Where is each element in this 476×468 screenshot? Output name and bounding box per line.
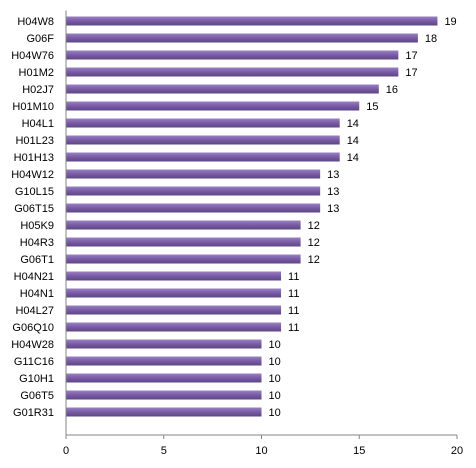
bar-H04N21: [66, 271, 282, 281]
bar-H04N1: [66, 288, 282, 298]
value-label-H05K9: 12: [308, 220, 320, 232]
category-label-H04N1: H04N1: [20, 288, 54, 300]
value-label-G06T5: 10: [269, 390, 281, 402]
category-label-G10H1: G10H1: [19, 373, 54, 385]
bar-G11C16: [66, 356, 262, 366]
value-label-H04L27: 11: [288, 305, 299, 317]
value-label-H04L1: 14: [347, 118, 359, 130]
category-labels: H04W8 G06F H04W76 H01M2 H02J7 H01M10 H04L1 H01L…: [11, 16, 54, 419]
bar-H01L23: [66, 135, 340, 145]
category-label-H04N21: H04N21: [14, 271, 54, 283]
category-label-G06T15: G06T15: [14, 203, 54, 215]
category-label-H04L1: H04L1: [22, 118, 54, 130]
bar-G01R31: [66, 407, 262, 417]
category-label-G06F: G06F: [26, 33, 54, 45]
x-tick-label-10: 10: [255, 445, 267, 457]
value-label-G06T1: 12: [308, 254, 320, 266]
x-axis: 0 5 10 15 20: [63, 10, 463, 457]
category-label-H01H13: H01H13: [14, 152, 54, 164]
value-labels: 19 18 17 17 16 15 14 14 14 13 13 13 12 12 12 11 11 11 11 10…: [269, 16, 457, 419]
category-label-H05K9: H05K9: [20, 220, 54, 232]
category-label-H04W28: H04W28: [11, 339, 54, 351]
value-label-H04W28: 10: [269, 339, 281, 351]
category-label-G06Q10: G06Q10: [12, 322, 54, 334]
bar-G06T1: [66, 254, 301, 264]
value-label-G06F: 18: [425, 33, 437, 45]
bar-H02J7: [66, 84, 379, 94]
value-label-H02J7: 16: [386, 84, 398, 96]
value-label-H01M10: 15: [366, 101, 378, 113]
value-label-G06Q10: 11: [288, 322, 299, 334]
bar-H01M10: [66, 101, 360, 111]
bar-H04W12: [66, 169, 321, 179]
category-label-H02J7: H02J7: [22, 84, 54, 96]
value-label-G01R31: 10: [269, 407, 281, 419]
value-label-H04N1: 11: [288, 288, 299, 300]
bar-G10H1: [66, 373, 262, 383]
value-label-H04W12: 13: [327, 169, 339, 181]
category-label-H04R3: H04R3: [20, 237, 54, 249]
bar-G06T5: [66, 390, 262, 400]
value-label-G11C16: 10: [269, 356, 281, 368]
value-label-H04N21: 11: [288, 271, 299, 283]
category-label-H04W8: H04W8: [17, 16, 54, 28]
bar-H04L1: [66, 118, 340, 128]
bar-H01M2: [66, 67, 399, 77]
bar-H04W8: [66, 16, 438, 26]
bar-G06Q10: [66, 322, 282, 332]
bar-G10L15: [66, 186, 321, 196]
value-label-G06T15: 13: [327, 203, 339, 215]
category-label-H01L23: H01L23: [15, 135, 54, 147]
category-label-H04W12: H04W12: [11, 169, 54, 181]
category-label-G11C16: G11C16: [14, 356, 54, 368]
value-label-H01H13: 14: [347, 152, 359, 164]
category-label-H01M10: H01M10: [12, 101, 54, 113]
x-tick-label-15: 15: [353, 445, 365, 457]
value-label-G10H1: 10: [269, 373, 281, 385]
bar-H05K9: [66, 220, 301, 230]
bars-layer: [66, 16, 438, 417]
category-label-G10L15: G10L15: [15, 186, 54, 198]
category-label-G01R31: G01R31: [13, 407, 54, 419]
value-label-H04W76: 17: [405, 50, 417, 62]
category-label-H01M2: H01M2: [19, 67, 54, 79]
bar-G06T15: [66, 203, 321, 213]
category-label-G06T5: G06T5: [20, 390, 54, 402]
value-label-H01M2: 17: [405, 67, 417, 79]
x-tick-label-20: 20: [451, 445, 463, 457]
bar-H04R3: [66, 237, 301, 247]
category-label-H04L27: H04L27: [15, 305, 54, 317]
category-label-H04W76: H04W76: [11, 50, 54, 62]
value-label-H01L23: 14: [347, 135, 359, 147]
bar-G06F: [66, 33, 418, 43]
bar-H04W28: [66, 339, 262, 349]
x-tick-label-5: 5: [161, 445, 167, 457]
bar-H04W76: [66, 50, 399, 60]
value-label-H04W8: 19: [444, 16, 456, 28]
value-label-G10L15: 13: [327, 186, 339, 198]
bar-H01H13: [66, 152, 340, 162]
bar-H04L27: [66, 305, 282, 315]
x-tick-label-0: 0: [63, 445, 69, 457]
value-label-H04R3: 12: [308, 237, 320, 249]
category-label-G06T1: G06T1: [20, 254, 54, 266]
